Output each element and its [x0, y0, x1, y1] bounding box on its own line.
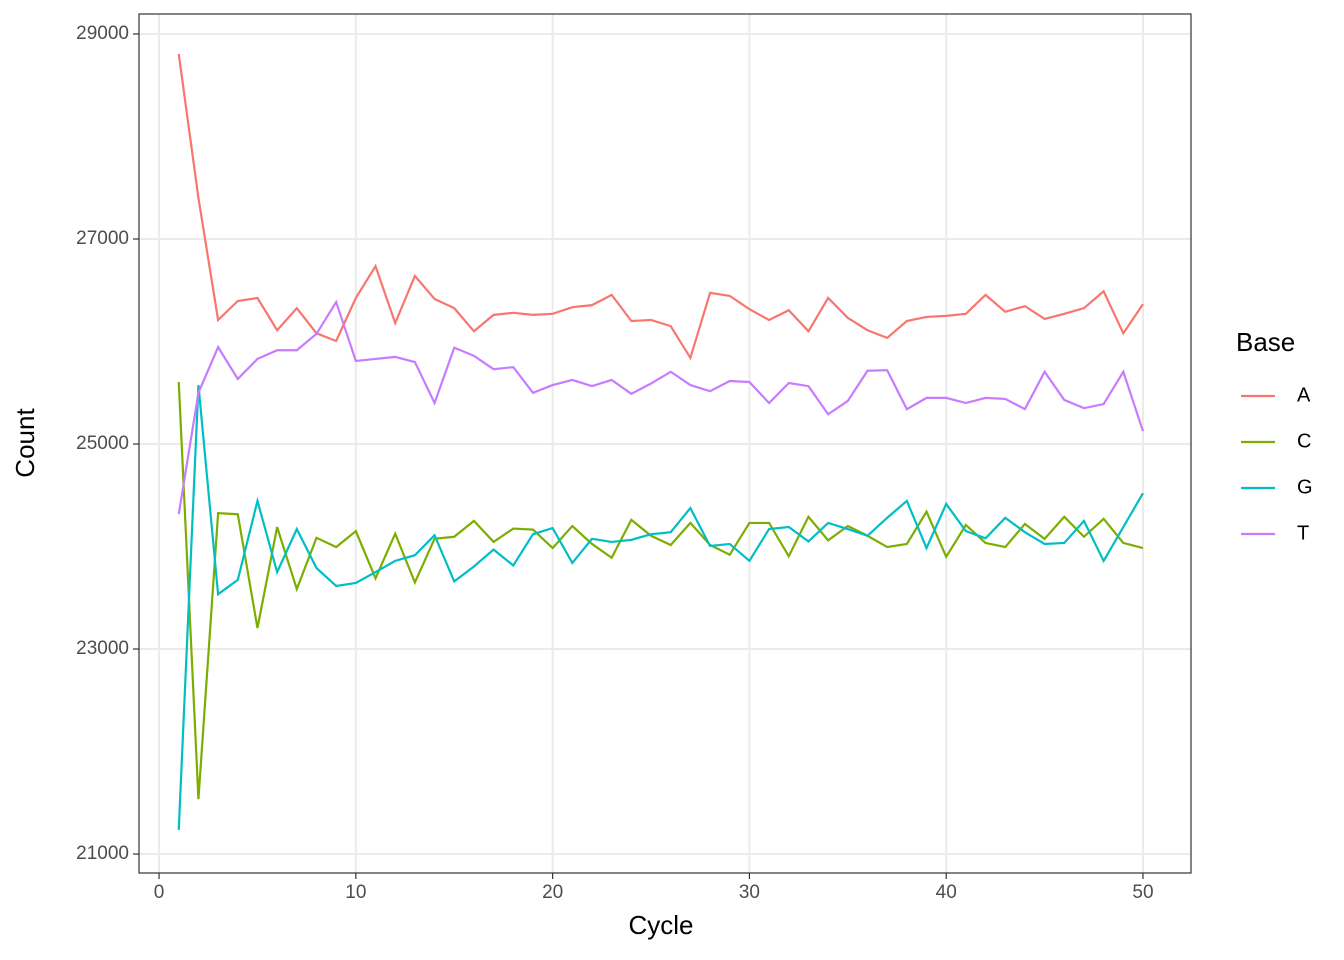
x-axis-title: Cycle	[628, 910, 693, 940]
x-tick-label: 0	[154, 882, 165, 903]
series-line	[177, 384, 1144, 830]
y-tick-label: 23000	[76, 638, 129, 659]
legend-title: Base	[1236, 327, 1295, 357]
y-tick-label: 21000	[76, 843, 129, 864]
series-line	[177, 381, 1144, 800]
y-tick-label: 27000	[76, 228, 129, 249]
y-tick-label: 29000	[76, 23, 129, 44]
panel-border	[138, 13, 1192, 874]
x-tick-label: 10	[345, 882, 366, 903]
series-line	[177, 53, 1144, 361]
legend-label: G	[1297, 476, 1313, 498]
x-tick-label: 20	[542, 882, 563, 903]
y-tick-label: 25000	[76, 433, 129, 454]
x-tick-label: 30	[739, 882, 760, 903]
legend-label: T	[1297, 522, 1309, 544]
y-axis-title: Count	[10, 408, 40, 478]
x-tick-label: 40	[936, 882, 957, 903]
series-line	[177, 299, 1145, 515]
legend-label: C	[1297, 430, 1311, 452]
legend-label: A	[1297, 384, 1311, 406]
x-tick-label: 50	[1132, 882, 1153, 903]
